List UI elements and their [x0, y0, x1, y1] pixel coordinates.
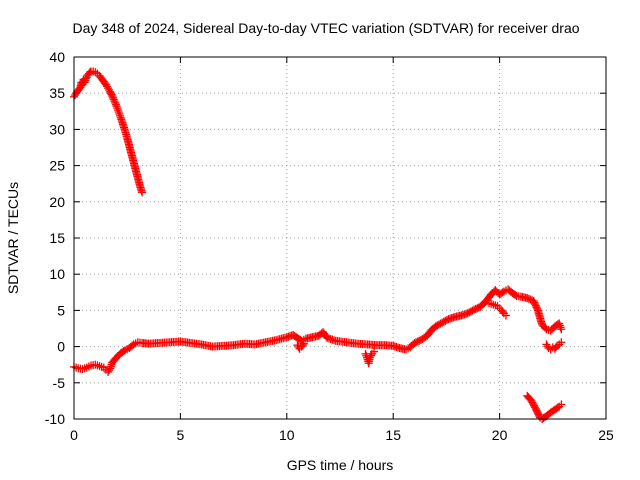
- data-point-early-high: [108, 92, 117, 101]
- y-tick-label: 15: [49, 230, 65, 246]
- data-point-early-high: [109, 93, 118, 102]
- data-point-main: [106, 362, 115, 371]
- data-point-main: [105, 366, 114, 375]
- plot-frame: [73, 56, 607, 420]
- data-point-early-high: [109, 95, 118, 104]
- data-point-late-22: [557, 338, 566, 347]
- y-tick-label: -10: [45, 411, 65, 427]
- chart-title: Day 348 of 2024, Sidereal Day-to-day VTE…: [72, 20, 579, 36]
- x-tick-label: 25: [598, 427, 614, 443]
- data-point-dip-13.8: [370, 347, 379, 356]
- data-point-main: [555, 321, 564, 330]
- data-point-main: [556, 323, 565, 332]
- y-tick-label: 25: [49, 158, 65, 174]
- x-tick-label: 5: [177, 427, 185, 443]
- axis-ticks: 0 5 10 15 20 25 -10 -5 0 5 10 15 20 25 30 35 40: [45, 49, 614, 443]
- x-tick-label: 0: [70, 427, 78, 443]
- data-point-early-high: [138, 188, 147, 197]
- y-axis-title: SDTVAR / TECUs: [5, 182, 21, 294]
- data-point-early-high: [113, 106, 122, 115]
- y-tick-label: -5: [53, 375, 66, 391]
- x-tick-label: 20: [492, 427, 508, 443]
- data-point-early-high: [113, 104, 122, 113]
- data-point-early-high: [112, 102, 121, 111]
- y-tick-label: 0: [57, 339, 65, 355]
- x-axis-title: GPS time / hours: [287, 457, 394, 473]
- y-tick-label: 40: [49, 49, 65, 65]
- y-tick-label: 30: [49, 121, 65, 137]
- data-point-early-high: [111, 98, 120, 107]
- data-point-early-high: [111, 100, 120, 109]
- data-point-early-high: [116, 111, 125, 120]
- data-points: [70, 67, 566, 423]
- data-point-bump-10.4: [299, 339, 308, 348]
- data-point-early-high: [114, 108, 123, 117]
- data-point-main: [511, 290, 520, 299]
- data-point-main: [555, 319, 564, 328]
- y-tick-label: 20: [49, 194, 65, 210]
- x-tick-label: 10: [279, 427, 295, 443]
- y-tick-label: 5: [57, 302, 65, 318]
- data-point-main: [106, 364, 115, 373]
- data-point-bump-10.4: [298, 341, 307, 350]
- x-tick-label: 15: [385, 427, 401, 443]
- y-tick-label: 35: [49, 85, 65, 101]
- data-point-early-high: [115, 109, 124, 118]
- data-point-main: [557, 325, 566, 334]
- y-tick-label: 10: [49, 266, 65, 282]
- data-point-early-high: [110, 97, 119, 106]
- data-point-late-low: [557, 400, 566, 409]
- data-point-side-20: [501, 311, 510, 320]
